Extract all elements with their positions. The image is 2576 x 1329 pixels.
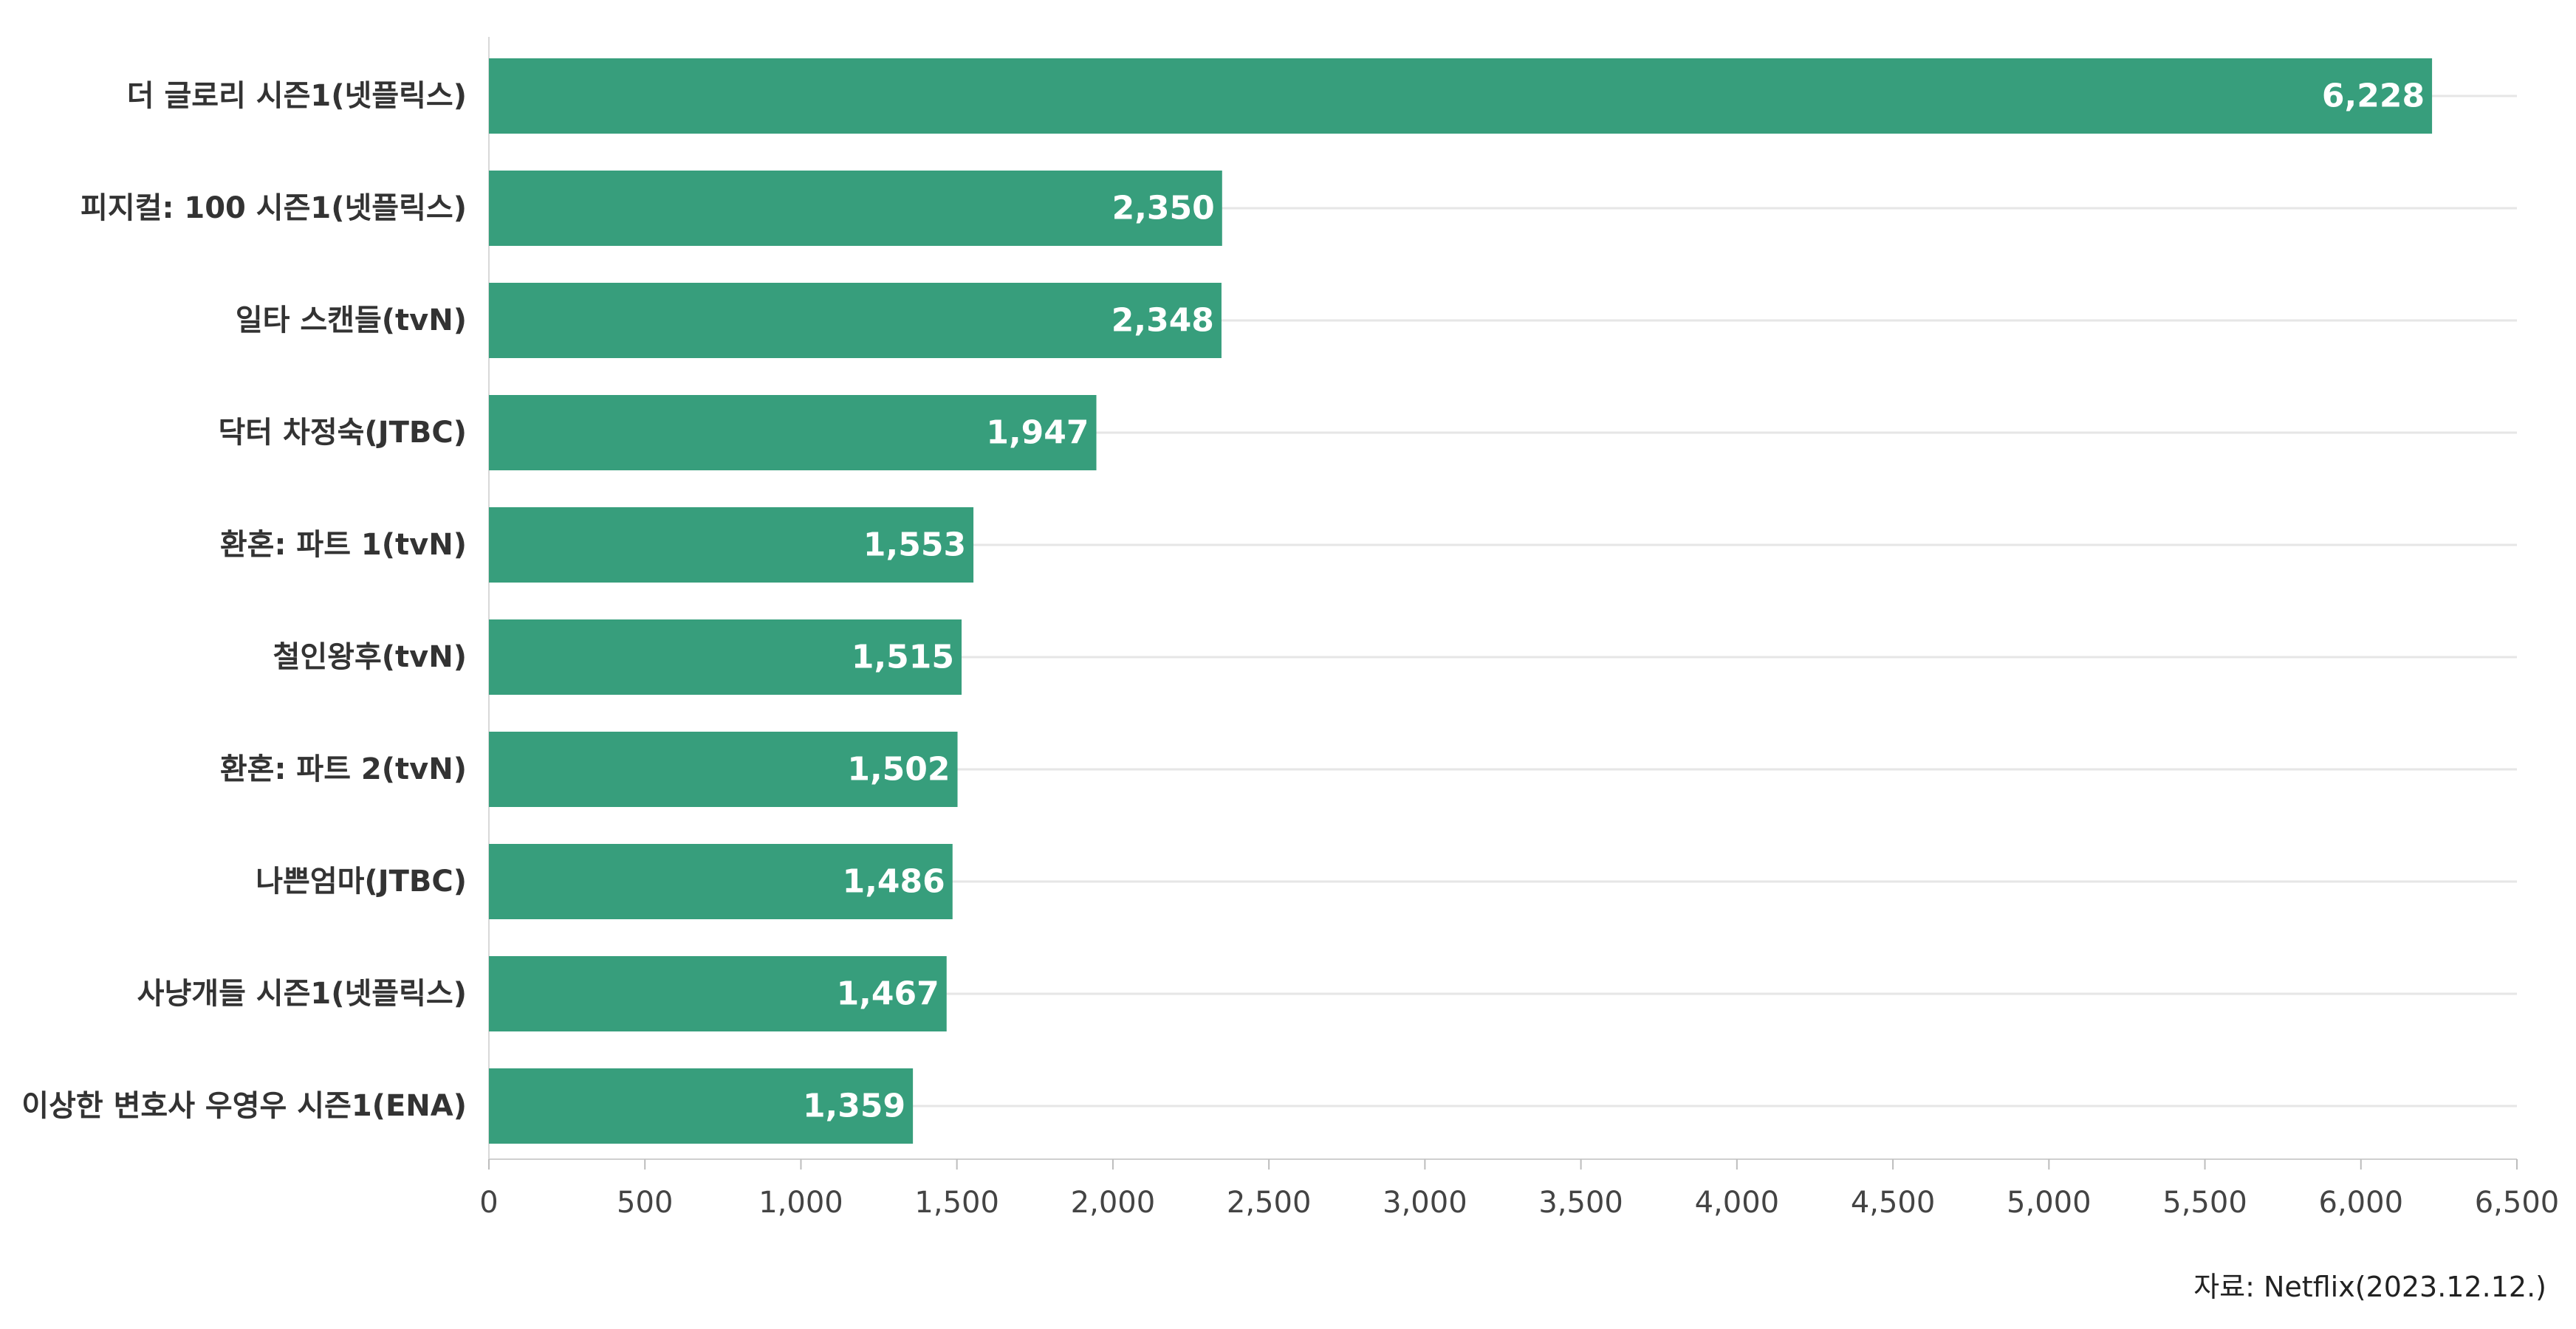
bar [489, 956, 947, 1031]
x-tick-label: 6,000 [2319, 1186, 2404, 1220]
gridlines [489, 95, 2517, 1108]
data-label: 6,228 [2322, 78, 2425, 115]
bar [489, 732, 958, 807]
data-label: 1,502 [847, 751, 950, 789]
bar [489, 507, 974, 583]
x-tick-label: 1,500 [914, 1186, 999, 1220]
category-label: 더 글로리 시즌1(넷플릭스) [127, 79, 467, 113]
x-tick-label: 5,000 [2007, 1186, 2092, 1220]
bar [489, 619, 962, 695]
category-label: 환혼: 파트 1(tvN) [220, 528, 467, 562]
x-tick-label: 3,500 [1538, 1186, 1623, 1220]
bar [489, 395, 1097, 470]
x-tick-label: 6,500 [2475, 1186, 2560, 1220]
source-note: 자료: Netflix(2023.12.12.) [2193, 1271, 2546, 1303]
data-label: 2,350 [1112, 190, 1215, 227]
category-label: 환혼: 파트 2(tvN) [220, 752, 467, 786]
x-tick-labels: 0 500 1,000 1,500 2,000 2,500 3,000 3,500 4,000 4… [479, 1186, 2559, 1220]
x-tick-label: 2,000 [1071, 1186, 1156, 1220]
category-label: 피지컬: 100 시즌1(넷플릭스) [80, 191, 467, 225]
bar [489, 1068, 914, 1144]
data-label: 2,348 [1111, 302, 1214, 340]
x-tick-label: 5,500 [2162, 1186, 2247, 1220]
category-label: 철인왕후(tvN) [273, 640, 467, 674]
x-tick-label: 2,500 [1227, 1186, 1312, 1220]
category-label: 사냥개들 시즌1(넷플릭스) [137, 977, 467, 1011]
category-label: 닥터 차정숙(JTBC) [219, 416, 467, 450]
category-label: 이상한 변호사 우영우 시즌1(ENA) [21, 1089, 467, 1123]
data-label: 1,486 [843, 863, 945, 901]
x-tick-label: 4,500 [1851, 1186, 1936, 1220]
data-label: 1,359 [803, 1088, 905, 1125]
bar [489, 58, 2433, 134]
bar [489, 171, 1222, 246]
category-label: 나쁜엄마(JTBC) [256, 865, 467, 899]
data-label: 1,515 [852, 639, 954, 676]
bar [489, 844, 953, 919]
x-tick-label: 4,000 [1695, 1186, 1780, 1220]
x-tick-label: 1,000 [758, 1186, 843, 1220]
data-label: 1,467 [837, 975, 939, 1013]
bar [489, 283, 1222, 358]
data-labels: 6,228 2,350 2,348 1,947 1,553 1,515 1,502 1,486… [803, 78, 2425, 1125]
category-labels: 더 글로리 시즌1(넷플릭스) 피지컬: 100 시즌1(넷플릭스) 일타 스캔들(… [21, 79, 467, 1123]
category-label: 일타 스캔들(tvN) [236, 303, 467, 337]
data-label: 1,553 [863, 526, 966, 564]
x-tick-label: 3,000 [1383, 1186, 1467, 1220]
x-tick-label: 500 [617, 1186, 673, 1220]
data-label: 1,947 [986, 414, 1089, 452]
x-tick-label: 0 [479, 1186, 498, 1220]
bars [489, 58, 2433, 1144]
